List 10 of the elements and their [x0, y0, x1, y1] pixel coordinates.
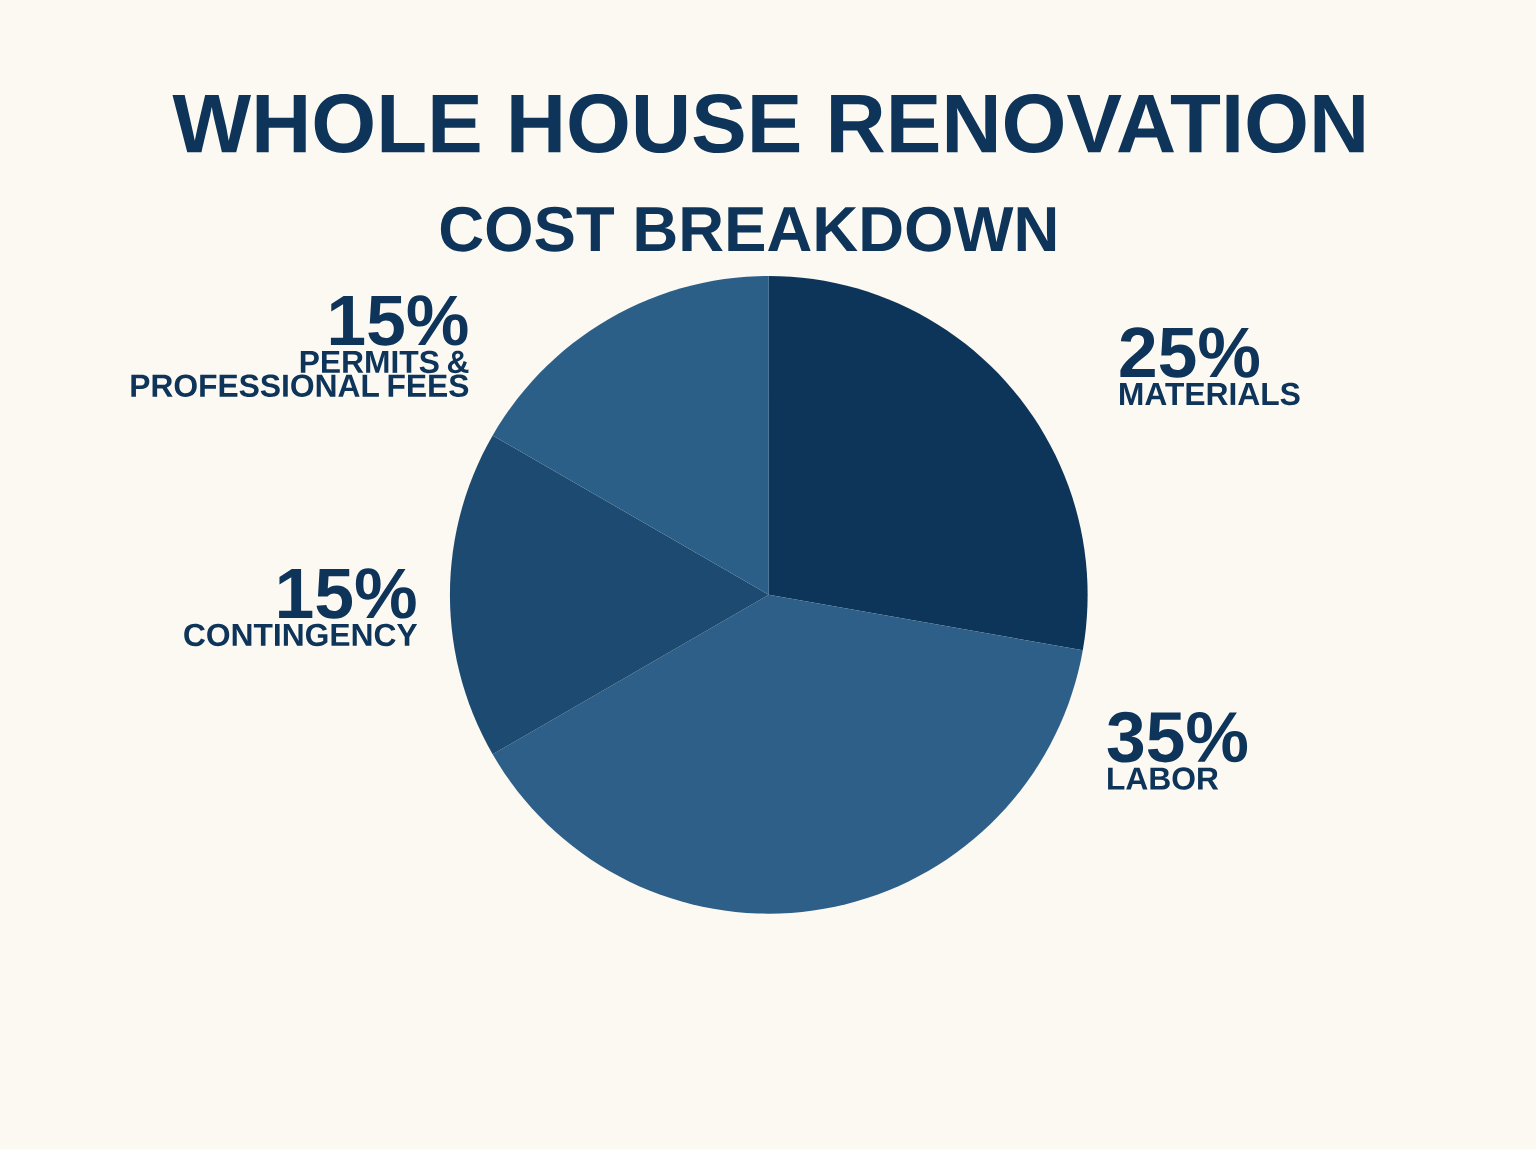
data-label: 15% [330, 295, 468, 346]
slice-label: MATERIALS [1120, 382, 1300, 406]
chart-subtitle: COST BREAKDOWN [440, 206, 1056, 252]
data-label: 25% [1120, 327, 1260, 378]
data-label: 35% [1107, 711, 1248, 763]
data-label: 15% [279, 568, 416, 619]
slice-label: PERMITS & PROFESSIONAL FEES [131, 350, 469, 398]
chart-title: WHOLE HOUSE RENOVATION [172, 94, 1364, 154]
slice-label: LABOR [1108, 767, 1219, 790]
slice-label: CONTINGENCY [184, 623, 418, 647]
